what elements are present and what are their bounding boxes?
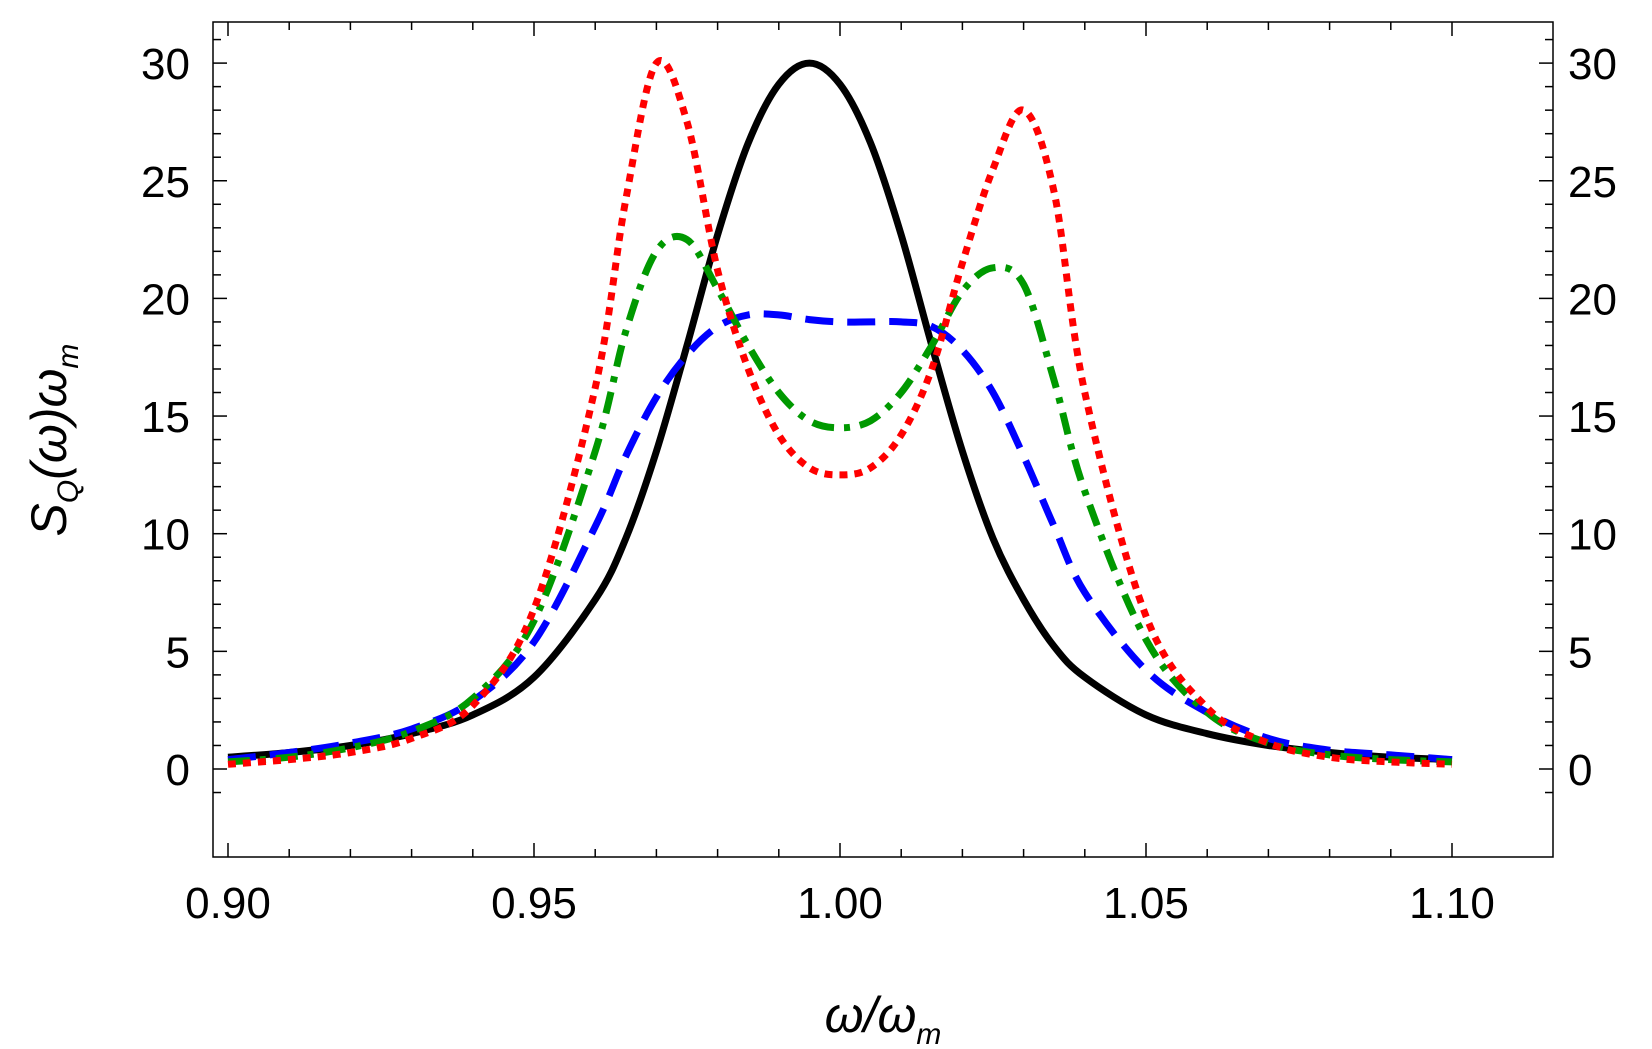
tick-labels-layer: 0.90 0.95 1.00 1.05 1.10 0 0 5 5 10 10 15 15 20 20 25 25… xyxy=(141,40,1617,928)
y-right-tick-label: 20 xyxy=(1568,275,1617,324)
y-right-tick-label: 0 xyxy=(1568,746,1592,795)
y-left-tick-label: 10 xyxy=(141,511,190,560)
series-dash-dot-green xyxy=(227,233,1453,766)
x-tick-label: 1.10 xyxy=(1409,879,1495,928)
x-tick-label: 1.05 xyxy=(1103,879,1189,928)
x-tick-label: 0.95 xyxy=(491,879,577,928)
x-axis-title: ω/ωm xyxy=(825,987,942,1049)
series-dashed-blue xyxy=(227,310,1453,764)
series-layer xyxy=(227,57,1453,768)
ticks-layer xyxy=(213,22,1553,857)
y-left-tick-label: 30 xyxy=(141,40,190,89)
x-tick-label: 0.90 xyxy=(185,879,271,928)
series-dotted-red xyxy=(227,57,1453,768)
y-left-tick-label: 25 xyxy=(141,158,190,207)
y-right-tick-label: 15 xyxy=(1568,393,1617,442)
y-left-tick-label: 15 xyxy=(141,393,190,442)
y-right-tick-label: 25 xyxy=(1568,158,1617,207)
y-left-tick-label: 0 xyxy=(166,746,190,795)
y-left-tick-label: 20 xyxy=(141,275,190,324)
y-right-tick-label: 5 xyxy=(1568,628,1592,677)
x-tick-label: 1.00 xyxy=(797,879,883,928)
y-right-tick-label: 10 xyxy=(1568,511,1617,560)
y-axis-title: SQ(ω)ωm xyxy=(21,344,85,537)
y-right-tick-label: 30 xyxy=(1568,40,1617,89)
y-left-tick-label: 5 xyxy=(166,628,190,677)
series-solid-black xyxy=(227,59,1453,764)
